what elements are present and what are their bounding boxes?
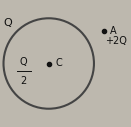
Text: +2Q: +2Q: [105, 36, 127, 46]
Text: C: C: [55, 59, 62, 68]
Text: Q: Q: [4, 18, 12, 28]
Text: Q: Q: [20, 57, 27, 67]
Text: 2: 2: [20, 76, 27, 85]
Text: A: A: [110, 26, 117, 36]
